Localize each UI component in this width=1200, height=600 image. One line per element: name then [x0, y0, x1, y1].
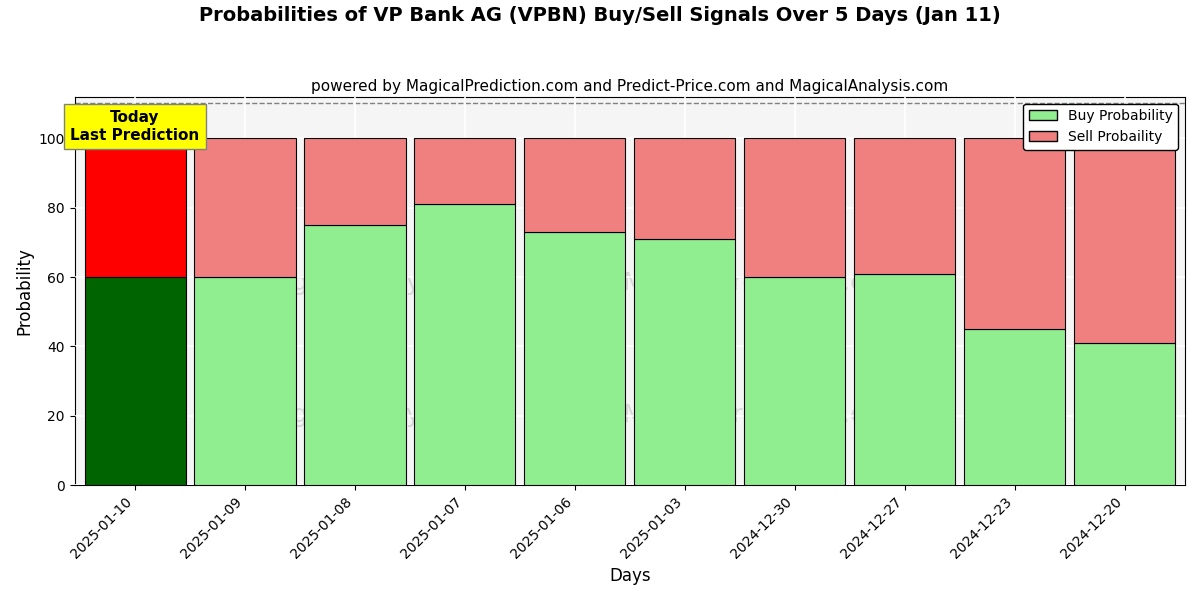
- Bar: [964, 138, 1066, 329]
- Bar: [305, 138, 406, 225]
- Bar: [524, 138, 625, 232]
- Text: MagicalAnalysis.com: MagicalAnalysis.com: [256, 271, 516, 295]
- Bar: [854, 274, 955, 485]
- Bar: [414, 204, 516, 485]
- Text: Probabilities of VP Bank AG (VPBN) Buy/Sell Signals Over 5 Days (Jan 11): Probabilities of VP Bank AG (VPBN) Buy/S…: [199, 6, 1001, 25]
- Legend: Buy Probability, Sell Probaility: Buy Probability, Sell Probaility: [1024, 104, 1178, 149]
- Text: Today
Last Prediction: Today Last Prediction: [71, 110, 199, 143]
- Bar: [635, 239, 736, 485]
- Bar: [1074, 343, 1175, 485]
- Title: powered by MagicalPrediction.com and Predict-Price.com and MagicalAnalysis.com: powered by MagicalPrediction.com and Pre…: [311, 79, 948, 94]
- Bar: [194, 277, 295, 485]
- Bar: [194, 138, 295, 277]
- Bar: [524, 232, 625, 485]
- Text: MagicalPrediction.com: MagicalPrediction.com: [623, 403, 904, 427]
- Bar: [305, 225, 406, 485]
- Bar: [744, 138, 845, 277]
- Bar: [414, 138, 516, 204]
- X-axis label: Days: Days: [610, 567, 650, 585]
- Bar: [635, 138, 736, 239]
- Text: MagicalPrediction.com: MagicalPrediction.com: [623, 271, 904, 295]
- Bar: [854, 138, 955, 274]
- Bar: [84, 138, 186, 277]
- Bar: [744, 277, 845, 485]
- Text: MagicalAnalysis.com: MagicalAnalysis.com: [256, 403, 516, 427]
- Bar: [964, 329, 1066, 485]
- Bar: [84, 277, 186, 485]
- Bar: [1074, 138, 1175, 343]
- Y-axis label: Probability: Probability: [16, 247, 34, 335]
